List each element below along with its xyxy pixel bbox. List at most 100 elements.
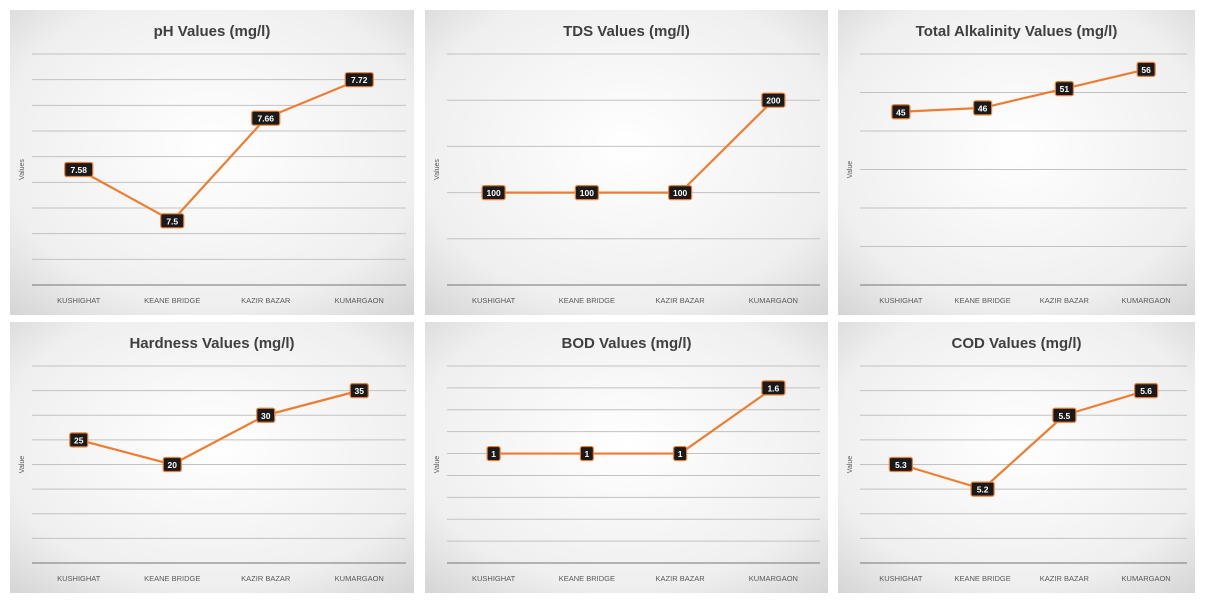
series-line — [900, 68, 1147, 113]
y-axis-label: Value — [19, 456, 26, 473]
data-point-marker — [251, 110, 281, 126]
data-point-marker — [162, 456, 182, 473]
y-axis-label: Value — [847, 161, 854, 178]
x-tick-label: KAZIR BAZAR — [241, 296, 291, 305]
y-axis-label: Value — [847, 456, 854, 473]
chart-title: TDS Values (mg/l) — [563, 23, 690, 40]
tds-chart-panel: TDS Values (mg/l) Values KUSHIGHAT KEANE BR… — [425, 10, 828, 315]
data-label: 1.6 — [767, 383, 779, 393]
chart-background — [425, 10, 828, 315]
chart-svg: pH Values (mg/l) Values KUSHIGHAT KEANE BRI… — [10, 10, 414, 315]
data-point-marker — [1052, 407, 1077, 423]
data-label: 20 — [168, 460, 178, 470]
chart-svg: BOD Values (mg/l) Value KUSHIGHAT KEANE BRI… — [425, 322, 828, 593]
chart-title: pH Values (mg/l) — [154, 23, 271, 40]
chart-title: Hardness Values (mg/l) — [129, 335, 294, 352]
data-point-marker — [1134, 383, 1159, 399]
data-label: 1 — [491, 449, 496, 459]
data-label: 7.66 — [257, 114, 274, 124]
x-tick-label: KAZIR BAZAR — [656, 296, 706, 305]
data-label: 35 — [355, 386, 365, 396]
series-line — [78, 389, 360, 466]
series-line — [493, 386, 775, 455]
data-point-marker — [761, 380, 786, 396]
x-tick-label: KUSHIGHAT — [57, 574, 101, 583]
y-axis-label: Values — [434, 159, 441, 180]
data-point: 20 — [162, 456, 182, 473]
data-point: 35 — [349, 383, 369, 399]
data-point-marker — [574, 185, 599, 201]
data-label: 46 — [978, 103, 988, 113]
y-axis-label: Value — [434, 456, 441, 473]
chart-background — [425, 322, 828, 593]
data-label: 45 — [896, 107, 906, 117]
alkalinity-chart-panel: Total Alkalinity Values (mg/l) Value KUSHI… — [838, 10, 1195, 315]
x-tick-label: KAZIR BAZAR — [241, 574, 291, 583]
x-tick-label: KUSHIGHAT — [879, 574, 923, 583]
series-line — [900, 389, 1147, 491]
data-point: 5.6 — [1134, 383, 1159, 399]
data-label: 25 — [74, 435, 84, 445]
hardness-chart-panel: Hardness Values (mg/l) Value KUSHIGHAT KEAN… — [10, 322, 414, 593]
data-point-marker — [888, 456, 913, 473]
data-point: 1 — [673, 445, 688, 462]
data-point-marker — [256, 407, 276, 423]
x-tick-label: KEANE BRIDGE — [559, 574, 615, 583]
data-point-marker — [160, 213, 185, 229]
data-point-marker — [1054, 81, 1074, 97]
x-tick-label: KUMARGAON — [749, 574, 798, 583]
data-point-marker — [481, 185, 506, 201]
data-label: 51 — [1060, 84, 1070, 94]
x-tick-label: KAZIR BAZAR — [656, 574, 706, 583]
data-point: 25 — [69, 432, 89, 448]
data-point: 5.5 — [1052, 407, 1077, 423]
data-point: 100 — [481, 185, 506, 201]
chart-svg: COD Values (mg/l) Value KUSHIGHAT KEANE BRI… — [838, 322, 1195, 593]
data-point: 7.5 — [160, 213, 185, 229]
data-point-marker — [970, 481, 995, 497]
data-point: 1.6 — [761, 380, 786, 396]
data-point-marker — [761, 92, 786, 108]
data-point: 45 — [891, 104, 911, 120]
chart-title: COD Values (mg/l) — [951, 335, 1081, 352]
cod-chart-panel: COD Values (mg/l) Value KUSHIGHAT KEANE BRI… — [838, 322, 1195, 593]
data-point-marker — [579, 445, 594, 462]
data-point: 200 — [761, 92, 786, 108]
data-point: 7.66 — [251, 110, 281, 126]
data-point-marker — [1136, 61, 1156, 78]
data-point: 100 — [668, 185, 693, 201]
data-point-marker — [344, 72, 374, 88]
data-point: 7.58 — [64, 161, 94, 178]
data-point: 5.2 — [970, 481, 995, 497]
x-tick-label: KUMARGAON — [1122, 296, 1171, 305]
data-label: 100 — [580, 188, 594, 198]
x-tick-label: KUSHIGHAT — [472, 574, 516, 583]
data-label: 5.5 — [1058, 411, 1070, 421]
x-tick-label: KUSHIGHAT — [472, 296, 516, 305]
data-label: 5.3 — [895, 460, 907, 470]
data-label: 5.2 — [977, 485, 989, 495]
data-label: 100 — [487, 188, 501, 198]
data-label: 7.72 — [351, 75, 368, 85]
data-point: 51 — [1054, 81, 1074, 97]
data-label: 7.58 — [70, 165, 87, 175]
data-label: 5.6 — [1140, 386, 1152, 396]
chart-svg: TDS Values (mg/l) Values KUSHIGHAT KEANE BR… — [425, 10, 828, 315]
data-point: 7.72 — [344, 72, 374, 88]
chart-title: Total Alkalinity Values (mg/l) — [916, 23, 1118, 40]
data-label: 56 — [1141, 65, 1151, 75]
x-tick-label: KEANE BRIDGE — [144, 296, 200, 305]
data-point: 56 — [1136, 61, 1156, 78]
data-point-marker — [973, 100, 993, 116]
x-tick-label: KUSHIGHAT — [57, 296, 101, 305]
x-tick-label: KEANE BRIDGE — [144, 574, 200, 583]
data-point-marker — [486, 445, 501, 462]
x-tick-label: KUMARGAON — [335, 574, 384, 583]
data-point-marker — [891, 104, 911, 120]
bod-chart-panel: BOD Values (mg/l) Value KUSHIGHAT KEANE BRI… — [425, 322, 828, 593]
chart-background — [10, 322, 414, 593]
y-axis-label: Values — [19, 159, 26, 180]
x-tick-label: KAZIR BAZAR — [1040, 296, 1090, 305]
data-point-marker — [668, 185, 693, 201]
